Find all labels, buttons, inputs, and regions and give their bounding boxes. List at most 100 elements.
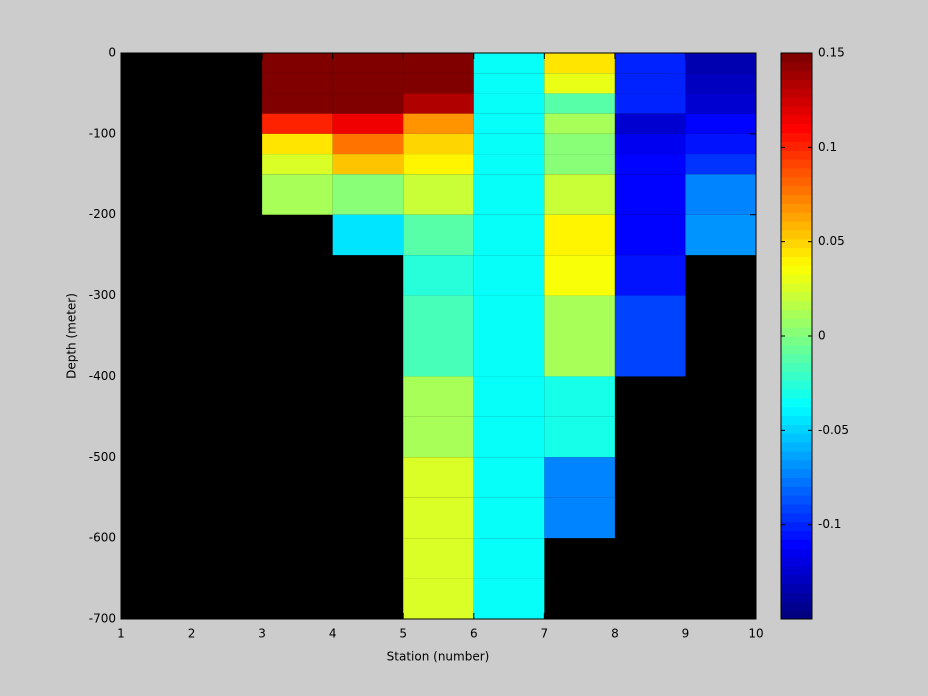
cell — [403, 376, 474, 417]
x-tick-label: 2 — [188, 627, 196, 641]
colorbar-step — [781, 353, 812, 364]
cell — [262, 154, 333, 175]
colorbar-step — [781, 141, 812, 151]
cell — [685, 174, 756, 215]
cell — [614, 336, 686, 377]
cell — [544, 255, 615, 296]
cell — [262, 93, 333, 114]
y-tick-label: -700 — [89, 612, 116, 626]
cell — [544, 73, 615, 94]
colorbar-step — [781, 70, 812, 81]
colorbar-step — [781, 371, 812, 381]
colorbar-step — [781, 389, 812, 399]
colorbar-step — [781, 450, 812, 461]
cell — [332, 73, 404, 94]
cell — [544, 214, 615, 256]
cell — [614, 73, 686, 94]
y-tick-label: -600 — [89, 531, 116, 545]
cell — [614, 154, 686, 175]
cell — [685, 133, 756, 155]
cell — [403, 336, 474, 377]
cell — [473, 73, 545, 94]
colorbar-tick-label: 0.1 — [818, 140, 837, 154]
cell — [614, 174, 686, 215]
colorbar-step — [781, 380, 812, 390]
colorbar-step — [781, 565, 812, 576]
x-tick-label: 8 — [611, 627, 619, 641]
cell — [614, 255, 686, 296]
colorbar-step — [781, 229, 812, 240]
colorbar-step — [781, 300, 812, 310]
colorbar-step — [781, 114, 812, 125]
cell — [685, 214, 756, 256]
colorbar-step — [781, 61, 812, 72]
colorbar-step — [781, 495, 812, 505]
x-tick-label: 7 — [541, 627, 549, 641]
cell — [614, 53, 686, 74]
colorbar-step — [781, 601, 812, 611]
colorbar-step — [781, 256, 812, 266]
colorbar-step — [781, 79, 812, 89]
cell — [614, 133, 686, 155]
cell — [544, 295, 615, 336]
colorbar-step — [781, 539, 812, 549]
colorbar-tick-label: -0.1 — [818, 517, 841, 531]
colorbar-step — [781, 123, 812, 134]
colorbar-step — [781, 194, 812, 204]
cell — [403, 214, 474, 256]
colorbar-step — [781, 212, 812, 222]
cell — [544, 154, 615, 175]
cell — [403, 53, 474, 74]
cell — [544, 53, 615, 74]
x-tick-label: 1 — [117, 627, 125, 641]
cell — [473, 214, 545, 256]
colorbar-tick-label: 0 — [818, 329, 826, 343]
cell — [262, 53, 333, 74]
y-tick-label: -100 — [89, 126, 116, 140]
colorbar-step — [781, 221, 812, 231]
colorbar-step — [781, 106, 812, 116]
cell — [473, 416, 545, 458]
cell — [403, 133, 474, 155]
cell — [685, 113, 756, 134]
cell — [403, 497, 474, 539]
cell — [403, 457, 474, 498]
cell — [403, 113, 474, 134]
cell — [332, 113, 404, 134]
x-axis-label: Station (number) — [387, 650, 490, 664]
colorbar-step — [781, 159, 812, 169]
cell — [473, 133, 545, 155]
cell — [262, 73, 333, 94]
colorbar-step — [781, 530, 812, 540]
colorbar-step — [781, 468, 812, 478]
plot-border — [120, 52, 757, 620]
cell — [473, 53, 545, 74]
cell — [473, 538, 545, 579]
x-tick-label: 5 — [399, 627, 407, 641]
x-tick-label: 4 — [329, 627, 337, 641]
colorbar-step — [781, 433, 812, 443]
cell — [262, 113, 333, 134]
cell — [332, 154, 404, 175]
colorbar-step — [781, 88, 812, 98]
cell — [473, 255, 545, 296]
x-tick-label: 9 — [682, 627, 690, 641]
y-tick-label: -200 — [89, 207, 116, 221]
y-axis-label: Depth (meter) — [65, 293, 79, 379]
colorbar-step — [781, 504, 812, 514]
cell — [473, 336, 545, 377]
colorbar-step — [781, 557, 812, 567]
colorbar-step — [781, 265, 812, 275]
cell — [403, 538, 474, 579]
cell — [614, 93, 686, 114]
cell — [685, 53, 756, 74]
cell — [403, 174, 474, 215]
colorbar-step — [781, 274, 812, 284]
x-tick-label: 3 — [258, 627, 266, 641]
colorbar-step — [781, 477, 812, 487]
cell — [544, 457, 615, 498]
cell — [262, 133, 333, 155]
cell — [544, 113, 615, 134]
cell — [614, 295, 686, 336]
cell — [332, 214, 404, 256]
